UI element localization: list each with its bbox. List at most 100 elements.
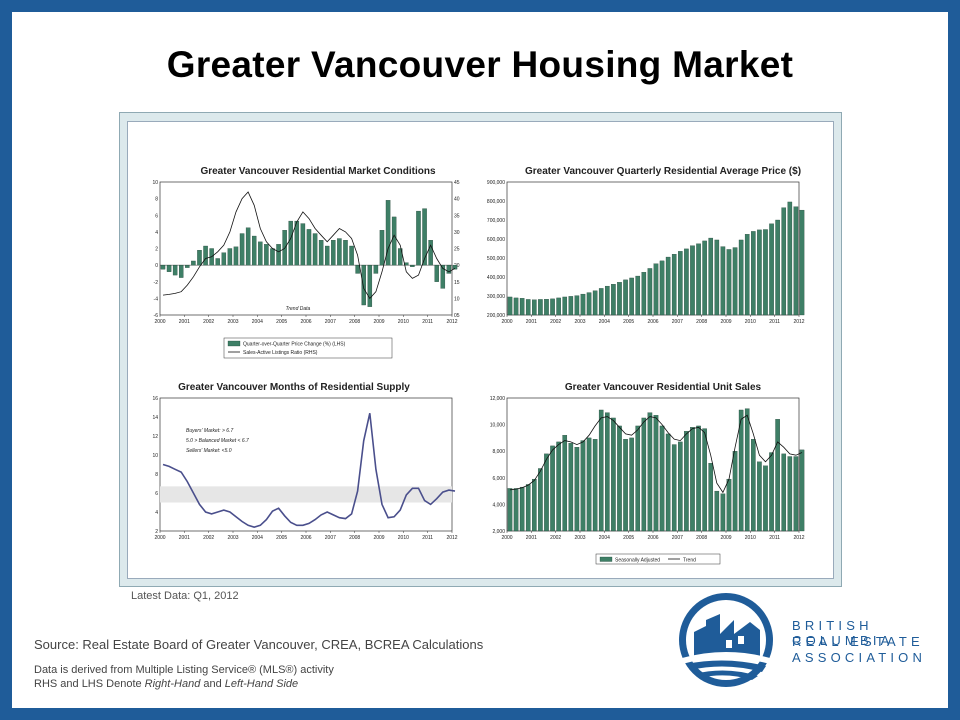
- x-tick-label-1: 2007: [325, 319, 336, 325]
- price-change-bar: [306, 229, 312, 266]
- unit-sales-bar: [617, 425, 622, 532]
- logo-text-line3: ASSOCIATION: [792, 650, 927, 665]
- unit-sales-bar: [671, 444, 677, 532]
- avg-price-bar: [781, 207, 787, 316]
- avg-price-bar: [629, 277, 634, 316]
- legend-label-price-change: Quarter-over-Quarter Price Change (%) (L…: [243, 342, 346, 348]
- x-tick-label-1: 2010: [398, 319, 409, 325]
- x-tick-label-3: 2007: [325, 535, 336, 541]
- footnote-rhs: Right-Hand: [144, 678, 201, 690]
- avg-price-bar: [519, 298, 525, 316]
- chart-figure-panel: Greater Vancouver Residential Market Con…: [127, 121, 834, 579]
- price-change-bar: [428, 240, 433, 266]
- unit-sales-bar: [647, 412, 653, 532]
- y-tick-label-1: -2: [154, 280, 159, 286]
- x-tick-label-4: 2003: [574, 535, 585, 541]
- avg-price-bar: [659, 260, 665, 316]
- avg-price-bar: [574, 295, 580, 316]
- x-tick-label-4: 2011: [769, 535, 780, 541]
- x-tick-label-4: 2004: [599, 535, 610, 541]
- unit-sales-bar: [769, 452, 774, 532]
- market-threshold-annotation: 5.0 > Balanced Market < 6.7: [186, 438, 249, 444]
- avg-price-bar: [708, 237, 714, 316]
- chart-title-3: Greater Vancouver Months of Residential …: [178, 382, 410, 393]
- price-change-bar: [452, 264, 458, 270]
- avg-price-bar: [532, 299, 537, 316]
- x-tick-label-1: 2001: [179, 319, 190, 325]
- charts-svg: Greater Vancouver Residential Market Con…: [152, 166, 805, 565]
- unit-sales-bar: [519, 486, 525, 532]
- avg-price-bar: [690, 245, 695, 316]
- x-tick-label-1: 2009: [373, 319, 384, 325]
- x-tick-label-3: 2004: [252, 535, 263, 541]
- chart-title-1: Greater Vancouver Residential Market Con…: [200, 166, 436, 177]
- price-change-bar: [343, 240, 348, 266]
- x-tick-label-3: 2001: [179, 535, 190, 541]
- unit-sales-bar: [793, 456, 799, 532]
- avg-price-bar: [623, 279, 628, 316]
- avg-price-bar: [793, 206, 799, 316]
- avg-price-bar: [763, 229, 768, 316]
- avg-price-bar: [605, 285, 610, 316]
- avg-price-bar: [757, 229, 762, 316]
- x-tick-label-2: 2001: [526, 319, 537, 325]
- price-change-bar: [264, 244, 269, 266]
- unit-sales-bar: [544, 453, 549, 532]
- source-text: Source: Real Estate Board of Greater Van…: [34, 637, 484, 652]
- avg-price-bar: [744, 234, 750, 316]
- y-tick-label-2: 700,000: [487, 218, 505, 224]
- x-tick-label-3: 2012: [446, 535, 457, 541]
- avg-price-bar: [714, 239, 720, 316]
- logo-text-line2: REAL ESTATE: [792, 634, 924, 649]
- unit-sales-bar: [538, 468, 543, 532]
- y-tick-label-2: 500,000: [487, 256, 505, 262]
- price-change-bar: [349, 245, 354, 266]
- x-tick-label-4: 2007: [672, 535, 683, 541]
- unit-sales-bar: [726, 478, 732, 532]
- unit-sales-bar: [598, 409, 604, 532]
- unit-sales-bar: [641, 417, 647, 532]
- y-tick-label-3: 10: [152, 453, 158, 459]
- plot-area-3: [159, 397, 453, 532]
- market-threshold-annotation: Sellers' Market: <5.0: [186, 448, 232, 454]
- price-change-bar: [288, 220, 293, 266]
- y-tick-label-2: 200,000: [487, 313, 505, 319]
- months-supply-line: [162, 413, 456, 529]
- unit-sales-bar: [525, 484, 531, 532]
- y-tick-label-1: 15: [454, 280, 460, 286]
- price-change-bar: [197, 250, 202, 266]
- x-tick-label-1: 2005: [276, 319, 287, 325]
- x-tick-label-1: 2011: [422, 319, 433, 325]
- avg-price-bar: [769, 223, 774, 316]
- unit-sales-bar: [513, 488, 519, 532]
- price-change-bar: [391, 216, 397, 266]
- unit-sales-bar: [684, 431, 689, 532]
- unit-sales-bar: [586, 437, 592, 532]
- y-tick-label-1: 10: [454, 296, 460, 302]
- y-tick-label-2: 900,000: [487, 180, 505, 186]
- price-change-bar: [361, 264, 366, 306]
- unit-sales-bar: [580, 440, 586, 532]
- avg-price-bar: [799, 209, 805, 316]
- x-tick-label-4: 2002: [550, 535, 561, 541]
- x-tick-label-3: 2009: [373, 535, 384, 541]
- unit-sales-bar: [507, 488, 513, 532]
- y-tick-label-4: 8,000: [492, 449, 505, 455]
- x-tick-label-4: 2009: [720, 535, 731, 541]
- y-tick-label-1: 4: [155, 230, 158, 236]
- legend-label-ratio: Sales-Active Listings Ratio (RHS): [243, 350, 318, 356]
- chart-figure-frame: Greater Vancouver Residential Market Con…: [119, 112, 842, 587]
- avg-price-bar: [738, 239, 744, 316]
- y-tick-label-1: 0: [155, 263, 158, 269]
- legend-label-seasonally-adjusted: Seasonally Adjusted: [615, 558, 660, 564]
- y-tick-label-2: 600,000: [487, 237, 505, 243]
- price-change-bar: [227, 248, 233, 266]
- legend-swatch-bar-1: [227, 340, 241, 347]
- avg-price-bar: [538, 299, 543, 316]
- price-change-bar: [270, 248, 275, 266]
- x-tick-label-4: 2008: [696, 535, 707, 541]
- unit-sales-bar: [744, 408, 750, 532]
- x-tick-label-2: 2000: [501, 319, 512, 325]
- chart-title-4: Greater Vancouver Residential Unit Sales: [565, 382, 762, 393]
- unit-sales-bar: [775, 419, 780, 532]
